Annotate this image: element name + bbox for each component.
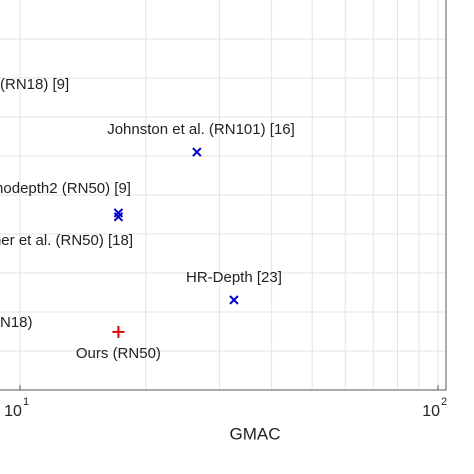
point	[112, 325, 125, 338]
x-axis-label: GMAC	[230, 424, 281, 443]
x-tick-label: 10	[422, 403, 440, 420]
point-label: ner et al. (RN50) [18]	[0, 232, 133, 249]
point-label: Ours (RN50)	[76, 345, 161, 362]
marker-part	[192, 147, 202, 157]
marker-part	[229, 295, 239, 305]
annotation: (RN18) [9]	[0, 76, 69, 93]
x-tick-exponent: 1	[23, 396, 29, 408]
x-tick-exponent: 2	[441, 396, 447, 408]
point-label: nodepth2 (RN50) [9]	[0, 180, 131, 197]
point	[113, 212, 124, 222]
axis-frame	[0, 0, 447, 391]
point	[192, 147, 202, 157]
marker-part	[113, 208, 124, 218]
point	[113, 208, 124, 218]
point-label: HR-Depth [23]	[186, 269, 282, 286]
x-tick-label: 10	[4, 403, 22, 420]
point	[229, 295, 239, 305]
annotation: N18)	[0, 314, 33, 331]
point-label: Johnston et al. (RN101) [16]	[107, 121, 295, 138]
marker-part	[113, 212, 124, 222]
